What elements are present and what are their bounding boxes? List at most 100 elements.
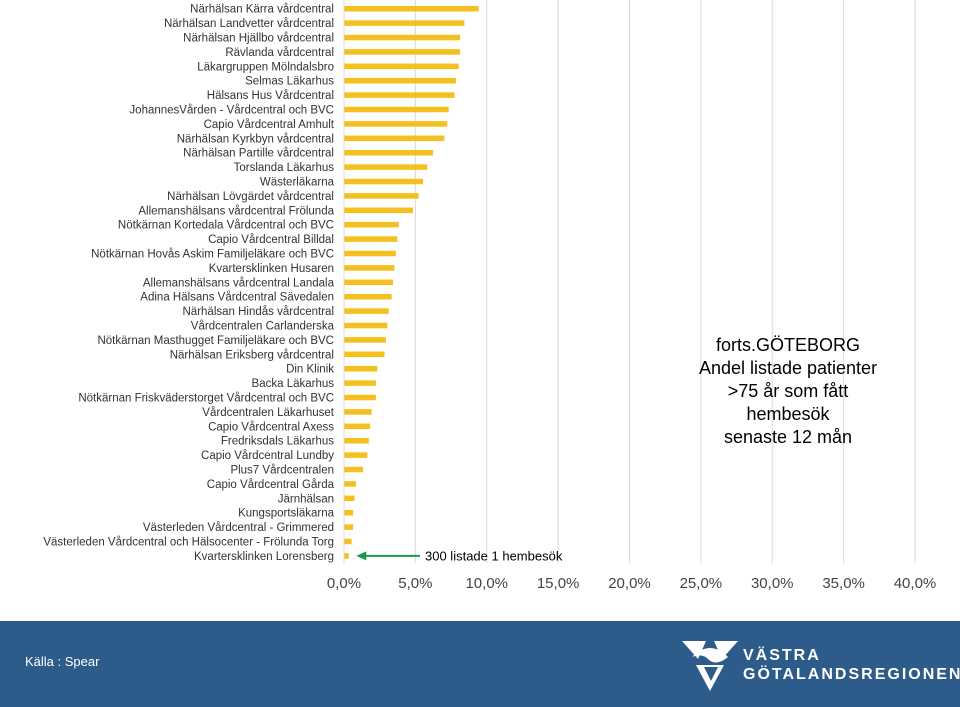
category-label: Selmas Läkarhus bbox=[245, 76, 334, 88]
chart-title: forts.GÖTEBORG Andel listade patienter >… bbox=[660, 334, 916, 449]
category-label: JohannesVården - Vårdcentral och BVC bbox=[129, 105, 334, 117]
category-label: Nötkärnan Hovås Askim Familjeläkare och … bbox=[91, 249, 334, 261]
category-label: Wästerläkarna bbox=[260, 177, 335, 189]
category-label: Capio Vårdcentral Gårda bbox=[207, 479, 335, 491]
bar bbox=[344, 265, 395, 271]
category-label: Hälsans Hus Vårdcentral bbox=[207, 90, 334, 102]
category-label: Backa Läkarhus bbox=[252, 378, 335, 390]
logo-text-line2: GÖTALANDSREGIONEN bbox=[743, 666, 960, 683]
category-label: Järnhälsan bbox=[278, 493, 334, 505]
category-label: Allemanshälsans vårdcentral Frölunda bbox=[138, 205, 334, 217]
x-tick-label: 15,0% bbox=[537, 575, 580, 592]
footer-bar: Källa : Spear VÄSTRA GÖTALANDSREGIONEN bbox=[0, 621, 960, 707]
vgr-logo: VÄSTRA GÖTALANDSREGIONEN bbox=[678, 637, 960, 693]
logo-text-line1: VÄSTRA bbox=[743, 647, 821, 664]
bar bbox=[344, 5, 479, 12]
bar bbox=[344, 423, 371, 430]
bar bbox=[344, 409, 372, 415]
bar bbox=[344, 121, 448, 127]
category-label: Närhälsan Partille vårdcentral bbox=[183, 148, 334, 160]
category-label: Närhälsan Kyrkbyn vårdcentral bbox=[177, 133, 334, 145]
bar bbox=[344, 351, 385, 358]
x-tick-label: 40,0% bbox=[894, 575, 937, 592]
x-tick-label: 25,0% bbox=[680, 575, 723, 592]
bar bbox=[344, 524, 354, 530]
category-label: Nötkärnan Masthugget Familjeläkare och B… bbox=[97, 335, 334, 347]
category-label: Capio Vårdcentral Lundby bbox=[201, 450, 334, 462]
bar bbox=[344, 20, 465, 26]
category-label: Västerleden Vårdcentral - Grimmered bbox=[143, 522, 334, 534]
category-label: Plus7 Vårdcentralen bbox=[230, 465, 334, 477]
bar bbox=[344, 221, 399, 228]
bar bbox=[344, 250, 396, 257]
category-label: Vårdcentralen Läkarhuset bbox=[202, 407, 334, 419]
bar bbox=[344, 135, 445, 142]
x-tick-label: 20,0% bbox=[608, 575, 651, 592]
bar bbox=[344, 149, 434, 156]
bar bbox=[344, 193, 419, 199]
bar bbox=[344, 34, 461, 41]
bar bbox=[344, 207, 414, 214]
category-label: Närhälsan Hjällbo vårdcentral bbox=[183, 33, 334, 45]
bar bbox=[344, 293, 392, 300]
category-label: Kungsportsläkarna bbox=[238, 508, 334, 520]
category-label: Capio Vårdcentral Axess bbox=[208, 421, 334, 433]
bar bbox=[344, 437, 369, 444]
bar bbox=[344, 308, 389, 314]
annotation-label: 300 listade 1 hembesök bbox=[425, 548, 563, 563]
x-tick-label: 10,0% bbox=[465, 575, 508, 592]
vgr-logo-icon bbox=[682, 641, 738, 691]
bar bbox=[344, 380, 376, 386]
category-label: Capio Vårdcentral Billdal bbox=[208, 234, 334, 246]
bar bbox=[344, 164, 428, 170]
category-label: Kvartersklinken Husaren bbox=[209, 263, 334, 275]
bar bbox=[344, 553, 349, 559]
bar bbox=[344, 92, 455, 98]
bar-chart: Närhälsan Kärra vårdcentral Närhälsan Lan… bbox=[43, 0, 937, 592]
x-tick-label: 35,0% bbox=[822, 575, 865, 592]
category-label: Närhälsan Lövgärdet vårdcentral bbox=[167, 191, 334, 203]
bar bbox=[344, 178, 424, 185]
bar bbox=[344, 495, 355, 502]
bar bbox=[344, 509, 354, 516]
bar bbox=[344, 322, 388, 329]
category-label: Närhälsan Kärra vårdcentral bbox=[190, 4, 334, 16]
source-label: Källa : Spear bbox=[25, 654, 100, 669]
bar bbox=[344, 481, 356, 487]
x-tick-label: 0,0% bbox=[327, 575, 361, 592]
x-tick-label: 30,0% bbox=[751, 575, 794, 592]
category-label: Närhälsan Eriksberg vårdcentral bbox=[170, 349, 334, 361]
category-label: Fredriksdals Läkarhus bbox=[221, 436, 334, 448]
title-line: Andel listade patienter bbox=[698, 358, 878, 378]
title-line: hembesök bbox=[746, 404, 830, 424]
category-label: Nötkärnan Kortedala Vårdcentral och BVC bbox=[118, 220, 334, 232]
title-line: >75 år som fått bbox=[727, 381, 849, 401]
category-label: Läkargruppen Mölndalsbro bbox=[197, 61, 334, 73]
bar bbox=[344, 49, 461, 55]
bar bbox=[344, 236, 398, 242]
bar bbox=[344, 466, 364, 473]
annotation-arrow-head bbox=[356, 551, 367, 561]
bar bbox=[344, 538, 352, 545]
bar bbox=[344, 77, 456, 84]
category-label: Nötkärnan Friskväderstorget Vårdcentral … bbox=[78, 393, 334, 405]
bar bbox=[344, 394, 376, 401]
bar bbox=[344, 279, 394, 286]
category-label: Din Klinik bbox=[286, 364, 334, 376]
bar bbox=[344, 63, 459, 70]
category-label: Närhälsan Landvetter vårdcentral bbox=[164, 18, 334, 30]
x-tick-label: 5,0% bbox=[398, 575, 432, 592]
category-label: Kvartersklinken Lorensberg bbox=[194, 551, 334, 563]
title-line: senaste 12 mån bbox=[723, 427, 853, 447]
title-line: forts.GÖTEBORG bbox=[715, 335, 861, 355]
category-label: Capio Vårdcentral Amhult bbox=[204, 119, 335, 131]
category-label: Adina Hälsans Vårdcentral Sävedalen bbox=[140, 292, 334, 304]
category-label: Västerleden Vårdcentral och Hälsocenter … bbox=[43, 537, 334, 549]
category-label: Allemanshälsans vårdcentral Landala bbox=[143, 277, 335, 289]
bar bbox=[344, 452, 368, 458]
category-label: Torslanda Läkarhus bbox=[234, 162, 335, 174]
category-label: Vårdcentralen Carlanderska bbox=[191, 321, 335, 333]
bar bbox=[344, 106, 449, 113]
bar bbox=[344, 365, 378, 372]
category-label: Närhälsan Hindås vårdcentral bbox=[183, 306, 335, 318]
